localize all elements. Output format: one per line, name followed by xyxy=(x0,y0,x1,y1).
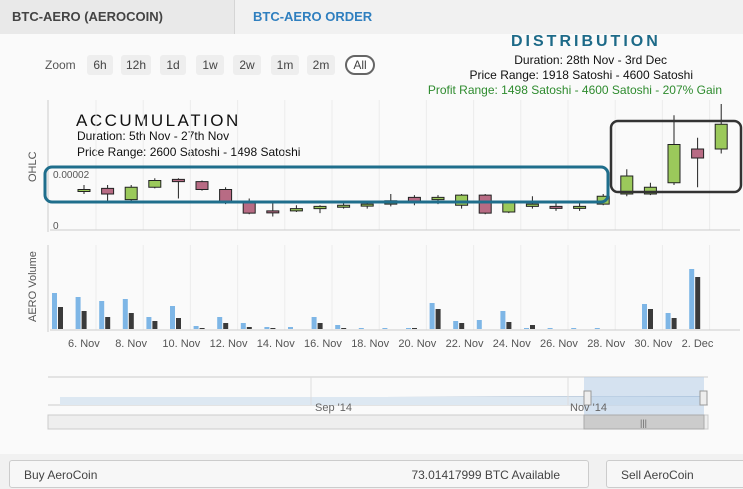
navigator-label-sep: Sep '14 xyxy=(315,402,352,414)
x-axis-tick: 8. Nov xyxy=(115,338,147,350)
zoom-2w-button[interactable]: 2w xyxy=(233,55,261,75)
accumulation-price-range: Price Range: 2600 Satoshi - 1498 Satoshi xyxy=(77,145,301,159)
sell-panel-header[interactable]: Sell AeroCoin xyxy=(606,460,743,488)
accumulation-duration: Duration: 5th Nov - 27th Nov xyxy=(77,129,230,143)
navigator-label-nov: Nov '14 xyxy=(570,402,607,414)
volume-axis-label: AERO Volume xyxy=(27,251,39,322)
navigator-right-handle xyxy=(699,390,708,406)
distribution-title: DISTRIBUTION xyxy=(511,33,661,50)
x-axis-tick: 12. Nov xyxy=(209,338,248,350)
x-axis-tick: 22. Nov xyxy=(445,338,484,350)
tab-bar: BTC-AERO (AEROCOIN) TIMELINE BTC-AERO OR… xyxy=(0,0,743,58)
zoom-all-button[interactable]: All xyxy=(345,55,375,75)
distribution-price-range: Price Range: 1918 Satoshi - 4600 Satoshi xyxy=(469,68,693,82)
navigator[interactable]: ||| xyxy=(0,375,743,435)
ohlc-axis-label: OHLC xyxy=(27,151,39,182)
zoom-1d-button[interactable]: 1d xyxy=(160,55,186,75)
zoom-2m-button[interactable]: 2m xyxy=(307,55,335,75)
zoom-1w-button[interactable]: 1w xyxy=(196,55,224,75)
x-axis-tick: 20. Nov xyxy=(398,338,437,350)
x-axis-tick: 24. Nov xyxy=(492,338,531,350)
sell-aerocoin-label: Sell AeroCoin xyxy=(621,468,694,482)
zoom-12h-button[interactable]: 12h xyxy=(121,55,151,75)
distribution-duration: Duration: 28th Nov - 3rd Dec xyxy=(514,53,667,67)
x-axis-tick: 14. Nov xyxy=(256,338,295,350)
x-axis-tick: 2. Dec xyxy=(681,338,714,350)
scrollbar-grip-icon: ||| xyxy=(640,418,647,428)
x-axis-tick: 6. Nov xyxy=(68,338,100,350)
x-axis-tick: 28. Nov xyxy=(587,338,626,350)
buy-panel-header[interactable]: Buy AeroCoin 73.01417999 BTC Available xyxy=(9,460,589,488)
scrollbar-thumb xyxy=(583,414,705,430)
zoom-6h-button[interactable]: 6h xyxy=(87,55,113,75)
x-axis-tick: 18. Nov xyxy=(351,338,390,350)
x-axis-tick: 26. Nov xyxy=(540,338,578,350)
navigator-left-handle xyxy=(583,390,592,406)
x-axis-tick: 30. Nov xyxy=(634,338,673,350)
accumulation-title: ACCUMULATION xyxy=(76,111,241,130)
buy-aerocoin-label: Buy AeroCoin xyxy=(24,468,98,482)
zoom-1m-button[interactable]: 1m xyxy=(271,55,299,75)
tab-timeline[interactable]: BTC-AERO (AEROCOIN) TIMELINE xyxy=(0,0,235,58)
btc-available-text: 73.01417999 BTC Available xyxy=(411,468,560,482)
x-axis-tick: 16. Nov xyxy=(304,338,342,350)
distribution-profit-range: Profit Range: 1498 Satoshi - 4600 Satosh… xyxy=(427,83,722,97)
navigator-selection xyxy=(584,377,704,415)
x-axis-tick: 10. Nov xyxy=(162,338,201,350)
tab-order-book[interactable]: BTC-AERO ORDER BOOK xyxy=(253,9,373,58)
navigator-scrollbar xyxy=(47,414,709,430)
zoom-label: Zoom xyxy=(45,58,76,72)
